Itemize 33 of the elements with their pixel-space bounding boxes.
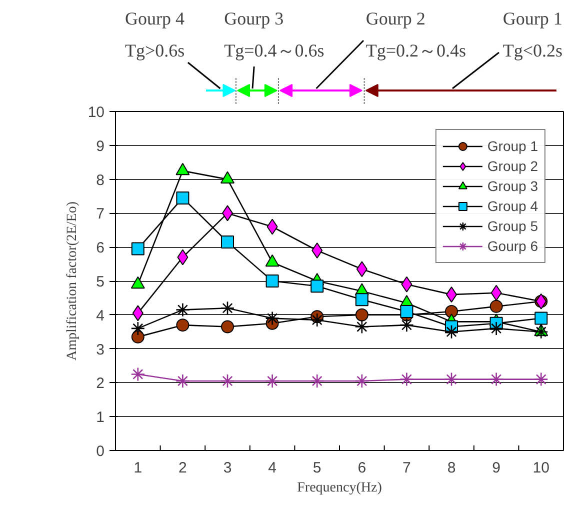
- y-axis-title: Amplification factor(2E/Eo): [64, 201, 80, 360]
- legend-label: Group 4: [487, 198, 538, 214]
- x-tick-label: 9: [492, 460, 500, 476]
- legend-label: Group 3: [487, 178, 538, 194]
- text: Gourp 1 Tg<0.2s: [502, 8, 563, 60]
- text: Gourp 3 Tg=0.4～0.6s: [224, 8, 324, 60]
- x-tick-label: 8: [447, 460, 456, 476]
- x-tick-label: 3: [223, 460, 232, 476]
- x-tick-label: 6: [358, 460, 366, 476]
- y-tick-label: 9: [96, 138, 104, 155]
- x-tick-label: 10: [532, 460, 550, 476]
- y-tick-label: 4: [96, 307, 104, 324]
- y-tick-label: 0: [96, 443, 104, 460]
- x-tick-label: 1: [134, 460, 142, 476]
- x-tick-label: 5: [312, 460, 322, 476]
- text: Gourp 4 Tg>0.6s: [124, 8, 185, 60]
- y-tick-label: 7: [96, 206, 104, 223]
- x-tick-label: 7: [402, 460, 411, 476]
- y-tick-label: 8: [96, 172, 104, 189]
- legend-label: Group 1: [487, 138, 538, 154]
- x-tick-label: 4: [268, 460, 276, 476]
- x-axis-title: Frequency(Hz): [297, 480, 382, 496]
- legend-label: Group 2: [487, 158, 538, 174]
- legend-label: Gourp 6: [487, 238, 538, 254]
- y-tick-label: 3: [96, 341, 104, 358]
- y-tick-label: 1: [96, 409, 104, 426]
- y-tick-label: 5: [96, 274, 104, 290]
- x-tick-label: 2: [178, 460, 187, 476]
- y-tick-label: 10: [88, 104, 105, 121]
- y-tick-label: 6: [96, 240, 104, 257]
- legend-label: Group 5: [487, 218, 538, 234]
- text: Gourp 2 Tg=0.2～0.4s: [366, 8, 466, 60]
- y-tick-label: 2: [96, 375, 104, 392]
